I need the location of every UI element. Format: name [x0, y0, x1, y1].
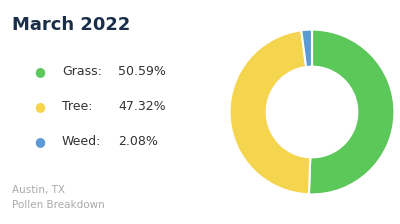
Text: 50.59%: 50.59% — [118, 65, 166, 78]
Text: ●: ● — [34, 100, 46, 113]
Wedge shape — [301, 30, 312, 67]
Text: Grass:: Grass: — [62, 65, 102, 78]
Text: Tree:: Tree: — [62, 100, 92, 113]
Text: ●: ● — [34, 65, 46, 78]
Wedge shape — [309, 30, 394, 194]
Text: ●: ● — [34, 135, 46, 148]
Text: Austin, TX
Pollen Breakdown: Austin, TX Pollen Breakdown — [12, 185, 105, 210]
Text: Weed:: Weed: — [62, 135, 101, 148]
Text: 47.32%: 47.32% — [118, 100, 166, 113]
Text: March 2022: March 2022 — [12, 16, 130, 34]
Wedge shape — [230, 30, 310, 194]
Text: 2.08%: 2.08% — [118, 135, 158, 148]
